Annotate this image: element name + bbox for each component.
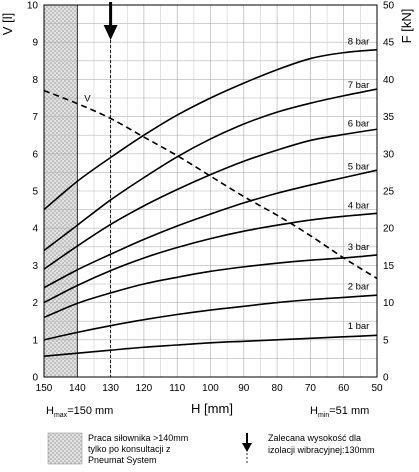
x-tick-label: 150 — [36, 383, 53, 394]
y-right-tick-label: 50 — [383, 1, 395, 12]
curve-label: 5 bar — [348, 162, 370, 173]
force-curve-4bar — [44, 212, 377, 304]
hmin-label: Hmin=51 mm — [310, 405, 369, 419]
volume-curve — [44, 89, 377, 280]
y-right-tick-label: 15 — [383, 261, 395, 272]
legend: Praca siłownika >140mm tylko po konsulta… — [47, 432, 375, 465]
y-left-tick-label: 1 — [32, 335, 38, 346]
y-right-tick-label: 30 — [383, 149, 395, 160]
grid — [43, 4, 378, 378]
y-left-tick-label: 0 — [32, 373, 38, 384]
y-right-tick-label: 0 — [383, 373, 389, 384]
x-axis-title: H [mm] — [191, 401, 233, 416]
hmax-label: Hmax=150 mm — [46, 405, 113, 419]
force-curve-7bar — [44, 88, 377, 252]
force-curve-1bar — [44, 334, 377, 357]
recommended-height-arrow-icon — [103, 2, 118, 40]
legend-arrow-line-2: izolacji wibracyjnej:130mm — [268, 445, 375, 455]
curve-label: 2 bar — [348, 281, 370, 292]
y-left-tick-label: 5 — [32, 187, 38, 198]
force-curve-2bar — [44, 294, 377, 341]
x-tick-label: 100 — [202, 383, 219, 394]
force-curve-6bar — [44, 128, 377, 270]
legend-arrow-icon — [242, 433, 252, 465]
force-curve-3bar — [44, 254, 377, 319]
y-left-tick-label: 6 — [32, 149, 38, 160]
y-right-axis-title: F [kN] — [399, 9, 414, 44]
legend-hatch-line-3: Pneumat System — [88, 455, 157, 465]
x-tick-label: 80 — [272, 383, 284, 394]
curves — [44, 35, 377, 377]
curve-label: 4 bar — [348, 200, 370, 211]
y-left-tick-label: 8 — [32, 75, 38, 86]
curve-label: 1 bar — [348, 321, 370, 332]
legend-hatch-line-1: Praca siłownika >140mm — [88, 433, 188, 443]
y-right-tick-label: 5 — [383, 335, 389, 346]
y-left-tick-label: 10 — [27, 1, 39, 12]
curve-label: 8 bar — [348, 37, 370, 48]
curve-label: 7 bar — [348, 80, 370, 91]
x-tick-label: 50 — [371, 383, 383, 394]
curve-label: 3 bar — [348, 242, 370, 253]
force-curve-5bar — [44, 169, 377, 289]
y-left-axis-title: V [l] — [0, 13, 15, 35]
y-left-tick-label: 9 — [32, 38, 38, 49]
y-left-tick-label: 4 — [32, 224, 38, 235]
x-tick-label: 120 — [136, 383, 153, 394]
volume-curve-label: V — [84, 94, 91, 105]
curve-label: 6 bar — [348, 118, 370, 129]
force-curve-8bar — [44, 48, 377, 211]
x-tick-label: 130 — [102, 383, 119, 394]
y-right-tick-label: 45 — [383, 38, 395, 49]
x-tick-label: 140 — [69, 383, 86, 394]
y-right-tick-label: 35 — [383, 112, 395, 123]
x-tick-label: 110 — [169, 383, 185, 394]
x-tick-label: 70 — [305, 383, 317, 394]
y-right-tick-label: 10 — [383, 298, 395, 309]
legend-arrow-line-1: Zalecana wysokość dla — [268, 433, 361, 443]
y-right-tick-label: 40 — [383, 75, 395, 86]
legend-hatch-line-2: tylko po konsultacji z — [88, 444, 171, 454]
arrow-head — [103, 25, 118, 40]
y-right-tick-label: 20 — [383, 224, 395, 235]
y-left-tick-label: 7 — [32, 112, 38, 123]
y-left-tick-label: 2 — [32, 298, 38, 309]
x-tick-label: 60 — [338, 383, 350, 394]
plot-frame — [43, 4, 378, 378]
y-right-tick-label: 25 — [383, 187, 395, 198]
y-left-tick-label: 3 — [32, 261, 38, 272]
x-tick-label: 90 — [238, 383, 250, 394]
legend-hatch-swatch — [47, 432, 83, 465]
